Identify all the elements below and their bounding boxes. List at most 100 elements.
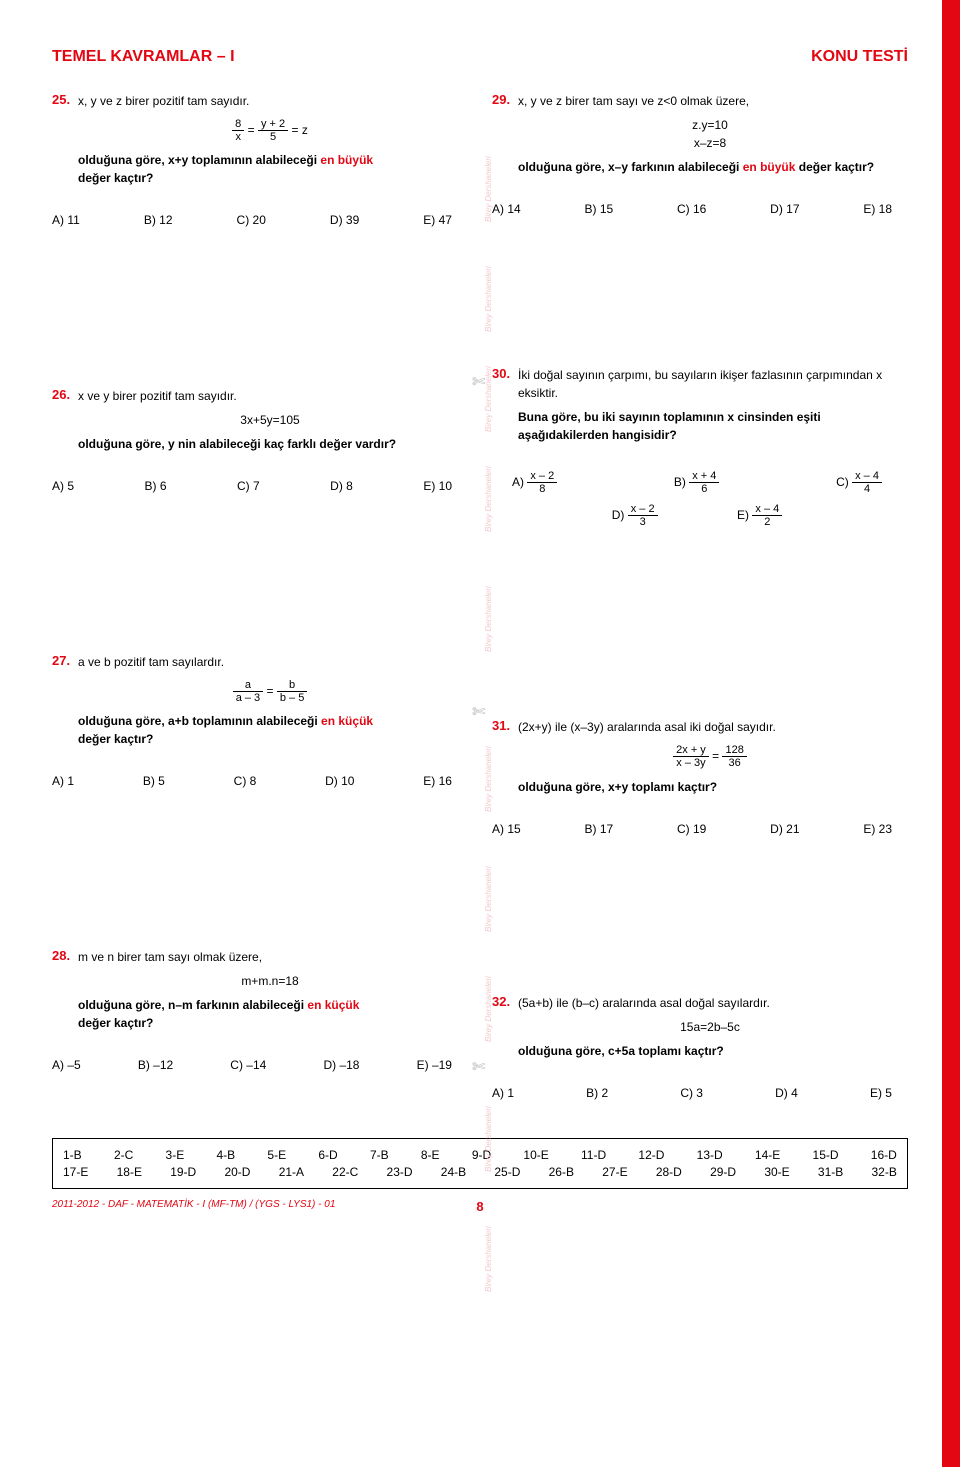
page-number: 8 — [476, 1199, 483, 1214]
choice-c: C) 7 — [237, 479, 260, 493]
question-number: 26. — [52, 387, 78, 402]
choice-b: B) –12 — [138, 1058, 173, 1072]
question-body: Buna göre, bu iki sayının toplamının x c… — [518, 408, 902, 444]
choice-e: E) 5 — [870, 1086, 892, 1100]
choice-a: A) 15 — [492, 822, 521, 836]
question-number: 25. — [52, 92, 78, 107]
equation: 15a=2b–5c — [518, 1020, 902, 1034]
choice-d: D) 8 — [330, 479, 353, 493]
choice-a: A) x – 28 — [512, 470, 557, 495]
equation: m+m.n=18 — [78, 974, 462, 988]
choice-d: D) 17 — [770, 202, 799, 216]
choice-d: D) 21 — [770, 822, 799, 836]
choice-b: B) 6 — [145, 479, 167, 493]
equation: 2x + yx – 3y = 12836 — [518, 744, 902, 769]
question-number: 32. — [492, 994, 518, 1009]
equation: 3x+5y=105 — [78, 413, 462, 427]
choice-c: C) x – 44 — [836, 470, 882, 495]
choice-a: A) 5 — [52, 479, 74, 493]
choice-a: A) 14 — [492, 202, 521, 216]
question-text: x, y ve z birer tam sayı ve z<0 olmak üz… — [518, 92, 749, 110]
question-text: m ve n birer tam sayı olmak üzere, — [78, 948, 262, 966]
scissor-icon: ✄ — [472, 702, 485, 722]
question-28: 28. m ve n birer tam sayı olmak üzere, m… — [52, 948, 462, 1072]
left-column: 25. x, y ve z birer pozitif tam sayıdır.… — [52, 92, 462, 1118]
question-number: 27. — [52, 653, 78, 668]
choice-c: C) 8 — [234, 774, 257, 788]
choice-d: D) 39 — [330, 213, 359, 227]
choices: A) –5 B) –12 C) –14 D) –18 E) –19 — [52, 1058, 462, 1072]
choice-e: E) 47 — [423, 213, 452, 227]
choice-a: A) 1 — [52, 774, 74, 788]
question-body: olduğuna göre, x+y toplamı kaçtır? — [518, 778, 902, 796]
choice-e: E) –19 — [417, 1058, 452, 1072]
equation: 8x = y + 25 = z — [78, 118, 462, 143]
answer-key-box: 1-B 2-C 3-E 4-B 5-E 6-D 7-B 8-E 9-D 10-E… — [52, 1138, 908, 1189]
choice-a: A) –5 — [52, 1058, 81, 1072]
choice-b: B) 5 — [143, 774, 165, 788]
question-text: a ve b pozitif tam sayılardır. — [78, 653, 224, 671]
choice-b: B) 15 — [585, 202, 614, 216]
choices: A) 11 B) 12 C) 20 D) 39 E) 47 — [52, 213, 462, 227]
choice-c: C) 16 — [677, 202, 706, 216]
page-header: TEMEL KAVRAMLAR – I KONU TESTİ — [52, 48, 908, 66]
footer-source: 2011-2012 - DAF - MATEMATİK - I (MF-TM) … — [52, 1199, 335, 1210]
choice-e: E) 23 — [863, 822, 892, 836]
question-30: 30. İki doğal sayının çarpımı, bu sayıla… — [492, 366, 902, 528]
question-body: olduğuna göre, c+5a toplamı kaçtır? — [518, 1042, 902, 1060]
choice-d: D) x – 23 — [612, 503, 658, 528]
choice-c: C) 3 — [680, 1086, 703, 1100]
choice-d: D) –18 — [323, 1058, 359, 1072]
answer-key-row-1: 1-B 2-C 3-E 4-B 5-E 6-D 7-B 8-E 9-D 10-E… — [63, 1148, 897, 1162]
question-body: olduğuna göre, x+y toplamının alabileceğ… — [78, 151, 462, 187]
choice-b: B) 2 — [586, 1086, 608, 1100]
question-body: olduğuna göre, x–y farkının alabileceği … — [518, 158, 902, 176]
choice-e: E) 10 — [423, 479, 452, 493]
choices: A) 1 B) 5 C) 8 D) 10 E) 16 — [52, 774, 462, 788]
choice-c: C) –14 — [230, 1058, 266, 1072]
choice-e: E) x – 42 — [737, 503, 782, 528]
question-text: (5a+b) ile (b–c) aralarında asal doğal s… — [518, 994, 770, 1012]
equation: x–z=8 — [518, 136, 902, 150]
scissor-icon: ✄ — [472, 372, 485, 392]
choices: A) x – 28 B) x + 46 C) x – 44 D) x – 23 … — [492, 470, 902, 528]
watermark: Birey Dershaneleri — [484, 1226, 493, 1292]
header-right: KONU TESTİ — [811, 48, 908, 66]
choice-d: D) 10 — [325, 774, 354, 788]
choice-d: D) 4 — [775, 1086, 798, 1100]
question-text: x, y ve z birer pozitif tam sayıdır. — [78, 92, 249, 110]
question-number: 31. — [492, 718, 518, 733]
question-body: olduğuna göre, a+b toplamının alabileceğ… — [78, 712, 462, 748]
choices: A) 1 B) 2 C) 3 D) 4 E) 5 — [492, 1086, 902, 1100]
question-25: 25. x, y ve z birer pozitif tam sayıdır.… — [52, 92, 462, 227]
question-number: 30. — [492, 366, 518, 381]
question-body: olduğuna göre, n–m farkının alabileceği … — [78, 996, 462, 1032]
choice-e: E) 18 — [863, 202, 892, 216]
question-32: 32. (5a+b) ile (b–c) aralarında asal doğ… — [492, 994, 902, 1100]
question-text: (2x+y) ile (x–3y) aralarında asal iki do… — [518, 718, 776, 736]
choice-e: E) 16 — [423, 774, 452, 788]
question-29: 29. x, y ve z birer tam sayı ve z<0 olma… — [492, 92, 902, 216]
question-body: olduğuna göre, y nin alabileceği kaç far… — [78, 435, 462, 453]
side-red-bar — [942, 0, 960, 1467]
question-number: 29. — [492, 92, 518, 107]
choices: A) 15 B) 17 C) 19 D) 21 E) 23 — [492, 822, 902, 836]
columns: Birey Dershaneleri Birey Dershaneleri Bi… — [52, 92, 908, 1118]
header-left: TEMEL KAVRAMLAR – I — [52, 48, 235, 66]
scissor-icon: ✄ — [472, 1057, 485, 1077]
question-27: 27. a ve b pozitif tam sayılardır. aa – … — [52, 653, 462, 788]
page: TEMEL KAVRAMLAR – I KONU TESTİ Birey Der… — [0, 0, 960, 1467]
question-text: x ve y birer pozitif tam sayıdır. — [78, 387, 237, 405]
choice-a: A) 1 — [492, 1086, 514, 1100]
choices: A) 14 B) 15 C) 16 D) 17 E) 18 — [492, 202, 902, 216]
choice-c: C) 19 — [677, 822, 706, 836]
question-text: İki doğal sayının çarpımı, bu sayıların … — [518, 366, 902, 402]
page-footer: 2011-2012 - DAF - MATEMATİK - I (MF-TM) … — [52, 1199, 908, 1210]
choice-b: B) x + 46 — [674, 470, 720, 495]
choices: A) 5 B) 6 C) 7 D) 8 E) 10 — [52, 479, 462, 493]
equation: z.y=10 — [518, 118, 902, 132]
choice-b: B) 17 — [585, 822, 614, 836]
question-number: 28. — [52, 948, 78, 963]
answer-key-row-2: 17-E 18-E 19-D 20-D 21-A 22-C 23-D 24-B … — [63, 1165, 897, 1179]
right-column: 29. x, y ve z birer tam sayı ve z<0 olma… — [492, 92, 902, 1118]
